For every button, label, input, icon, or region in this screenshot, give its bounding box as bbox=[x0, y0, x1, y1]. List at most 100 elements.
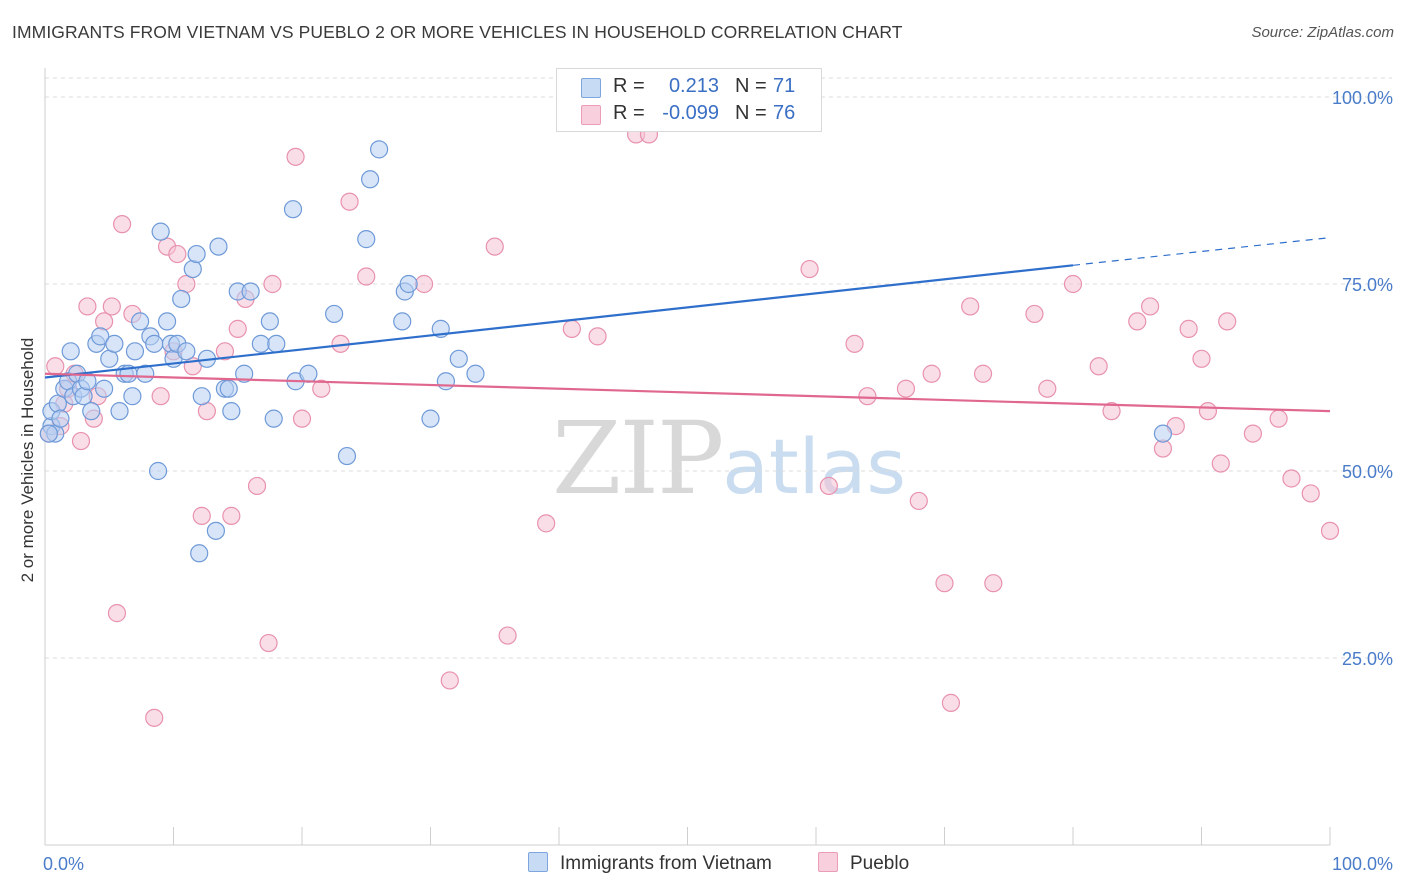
pueblo-point bbox=[215, 342, 234, 361]
vietnam-point bbox=[206, 521, 226, 540]
vietnam-point bbox=[357, 230, 376, 249]
pueblo-swatch bbox=[581, 105, 601, 125]
pueblo-point bbox=[498, 626, 517, 645]
vietnam-point bbox=[190, 544, 209, 563]
y-tick-label: 75.0% bbox=[1342, 275, 1393, 295]
vietnam-point bbox=[172, 289, 191, 309]
vietnam-point bbox=[151, 222, 170, 241]
watermark-zip: ZIP bbox=[552, 400, 724, 517]
vietnam-point bbox=[466, 364, 485, 383]
vietnam-point bbox=[241, 282, 260, 301]
pueblo-point bbox=[1089, 357, 1108, 376]
vietnam-point bbox=[95, 379, 114, 398]
pueblo-point bbox=[192, 506, 211, 525]
vietnam-swatch bbox=[581, 78, 601, 98]
stats-legend: R = 0.213 N = 71 R = -0.099 N = 76 bbox=[556, 68, 822, 132]
pueblo-point bbox=[228, 319, 247, 338]
vietnam-point bbox=[61, 342, 80, 361]
vietnam-point bbox=[1153, 424, 1173, 443]
pueblo-point bbox=[247, 476, 267, 496]
vietnam-point bbox=[361, 170, 380, 189]
vietnam-point bbox=[105, 334, 124, 353]
pueblo-point bbox=[1198, 402, 1218, 421]
n-value: 71 bbox=[773, 75, 796, 97]
pueblo-point bbox=[168, 244, 187, 264]
legend-label: Pueblo bbox=[850, 853, 910, 874]
vietnam-point bbox=[91, 327, 110, 346]
pueblo-point bbox=[46, 357, 65, 376]
vietnam-point bbox=[187, 244, 206, 264]
y-tick-label: 50.0% bbox=[1342, 462, 1393, 482]
legend-item-vietnam[interactable]: Immigrants from Vietnam bbox=[528, 852, 772, 875]
vietnam-point bbox=[222, 402, 241, 421]
vietnam-point bbox=[370, 140, 389, 159]
pueblo-point bbox=[222, 506, 241, 525]
pueblo-point bbox=[1243, 424, 1263, 443]
pueblo-legend-swatch bbox=[818, 852, 838, 872]
pueblo-point bbox=[107, 604, 127, 623]
pueblo-point bbox=[800, 259, 819, 279]
watermark: ZIPatlas bbox=[552, 400, 906, 517]
pueblo-point bbox=[537, 514, 556, 533]
pueblo-point bbox=[263, 274, 282, 294]
vietnam-point bbox=[235, 364, 254, 383]
pueblo-point bbox=[414, 274, 434, 294]
pueblo-point bbox=[588, 327, 607, 346]
pueblo-point bbox=[941, 693, 961, 712]
pueblo-point bbox=[485, 237, 504, 256]
pueblo-point bbox=[1025, 304, 1044, 324]
axis-layer bbox=[44, 68, 1331, 846]
vietnam-point bbox=[136, 364, 155, 383]
pueblo-point bbox=[562, 319, 581, 338]
n-label: N = bbox=[735, 102, 767, 124]
y-tick-label: 100.0% bbox=[1332, 88, 1393, 108]
n-value: 76 bbox=[773, 102, 796, 124]
vietnam-point bbox=[436, 372, 456, 391]
legend-label: Immigrants from Vietnam bbox=[560, 853, 772, 874]
x-tick-label: 0.0% bbox=[43, 854, 84, 874]
pueblo-point bbox=[922, 364, 941, 383]
pueblo-point bbox=[1128, 312, 1147, 331]
vietnam-point bbox=[125, 342, 145, 361]
pueblo-point bbox=[1140, 297, 1160, 316]
pueblo-point bbox=[845, 334, 864, 353]
vietnam-points bbox=[39, 140, 1173, 563]
pueblo-point bbox=[1218, 312, 1237, 331]
r-value: -0.099 bbox=[662, 102, 719, 124]
pueblo-point bbox=[145, 708, 164, 727]
vietnam-point bbox=[177, 342, 196, 361]
pueblo-points bbox=[39, 125, 1340, 727]
vietnam-point bbox=[123, 387, 142, 406]
series-legend: Immigrants from Vietnam Pueblo bbox=[0, 852, 1406, 878]
pueblo-point bbox=[1320, 521, 1340, 540]
r-label: R = bbox=[613, 75, 645, 97]
vietnam-point bbox=[399, 274, 418, 294]
pueblo-point bbox=[858, 387, 877, 406]
pueblo-point bbox=[71, 431, 91, 451]
vietnam-point bbox=[421, 409, 440, 428]
pueblo-point bbox=[1301, 484, 1320, 503]
pueblo-point bbox=[819, 476, 838, 496]
vietnam-legend-swatch bbox=[528, 852, 548, 872]
vietnam-point bbox=[393, 312, 412, 331]
vietnam-point bbox=[148, 461, 168, 481]
pueblo-point bbox=[896, 379, 916, 398]
vietnam-trend-line bbox=[44, 264, 1074, 379]
vietnam-point bbox=[110, 402, 129, 421]
tick-layer: 25.0% 50.0% 75.0% 100.0% 0.0% 100.0% bbox=[43, 88, 1393, 874]
vietnam-point bbox=[264, 409, 283, 428]
vietnam-point bbox=[183, 259, 202, 279]
vietnam-point bbox=[325, 304, 344, 324]
vietnam-point bbox=[299, 364, 318, 383]
legend-item-pueblo[interactable]: Pueblo bbox=[818, 852, 909, 875]
pueblo-point bbox=[961, 297, 980, 316]
pueblo-point bbox=[1102, 402, 1121, 421]
pueblo-point bbox=[102, 297, 121, 316]
trend-layer bbox=[44, 237, 1331, 413]
n-label: N = bbox=[735, 75, 767, 97]
pueblo-point bbox=[1179, 319, 1198, 338]
vietnam-point bbox=[337, 446, 357, 466]
pueblo-point bbox=[1269, 409, 1288, 428]
pueblo-point bbox=[1038, 379, 1057, 398]
